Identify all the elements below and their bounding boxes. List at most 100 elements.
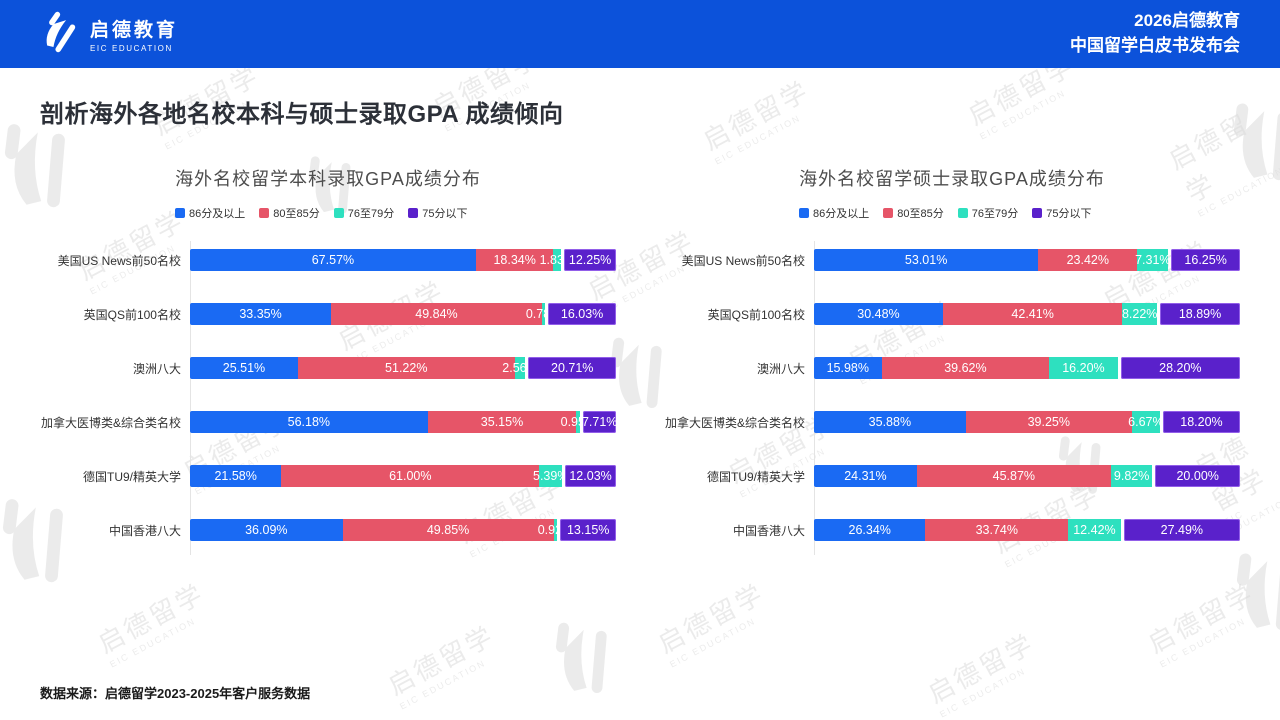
bar-segment: 18.34% — [475, 249, 554, 271]
bar-segment: 16.20% — [1049, 357, 1118, 379]
header-bar: 启德教育 EIC EDUCATION 2026启德教育 中国留学白皮书发布会 — [0, 0, 1280, 68]
event-title: 2026启德教育 中国留学白皮书发布会 — [1070, 9, 1240, 58]
bar-segment: 7.31% — [1135, 249, 1171, 271]
segment-value-label: 35.15% — [480, 415, 524, 429]
brand: 启德教育 EIC EDUCATION — [40, 10, 178, 59]
segment-value-label: 39.25% — [1027, 415, 1070, 429]
bar-segment: 61.00% — [281, 465, 540, 487]
chart-row: 澳洲八大 15.98% 39.62% 16.20% 28.20% — [664, 357, 1240, 379]
watermark-logo-icon — [530, 602, 635, 711]
segment-value-label: 33.74% — [975, 523, 1018, 537]
segment-value-label: 61.00% — [389, 469, 432, 483]
segment-value-label: 53.01% — [904, 253, 948, 267]
bar-segment: 1.83% — [540, 249, 575, 271]
bar-segment: 16.25% — [1171, 249, 1240, 271]
bar-segment: 28.20% — [1120, 357, 1240, 379]
category-label: 德国TU9/精英大学 — [82, 469, 181, 484]
bar-segment: 13.15% — [560, 519, 616, 541]
bar-segment: 53.01% — [814, 249, 1039, 271]
bar-segment: 33.74% — [925, 519, 1069, 541]
bar-plot: 36.09% 49.85% 0.92% 13.15% — [190, 519, 616, 541]
chart-row: 中国香港八大 26.34% 33.74% 12.42% 27.49% — [664, 519, 1241, 541]
segment-value-label: 49.85% — [426, 523, 470, 537]
legend-label: 86分及以上 — [189, 208, 246, 220]
bar-segment: 0.78% — [526, 303, 561, 325]
bar-plot: 56.18% 35.15% 0.95% 7.71% — [190, 411, 617, 433]
chart-master: 海外名校留学硕士录取GPA成绩分布 86分及以上 80至85分 76至79分 75分以… — [664, 165, 1241, 555]
bar-segment: 0.95% — [561, 411, 596, 433]
bar-segment: 21.58% — [190, 465, 282, 487]
bar-plot: 67.57% 18.34% 1.83% 12.25% — [190, 249, 617, 271]
segment-value-label: 56.18% — [287, 415, 331, 429]
segment-value-label: 16.03% — [560, 307, 604, 321]
legend-item: 80至85分 — [259, 205, 320, 221]
segment-value-label: 30.48% — [857, 307, 900, 321]
legend-label: 76至79分 — [971, 208, 1019, 220]
bar-segment: 8.22% — [1122, 303, 1157, 325]
bar-segment: 12.42% — [1068, 519, 1121, 541]
segment-value-label: 39.62% — [944, 361, 987, 375]
bar-plot: 35.88% 39.25% 6.67% 18.20% — [814, 411, 1240, 433]
category-label: 中国香港八大 — [732, 523, 805, 538]
chart-rows: 美国US News前50名校 53.01% 23.42% 7.31% 16.25% 英国Q… — [664, 241, 1241, 555]
category-label: 美国US News前50名校 — [57, 253, 181, 268]
bar-plot: 33.35% 49.84% 0.78% 16.03% — [190, 303, 617, 325]
bar-segment: 24.31% — [814, 465, 917, 487]
bar-segment: 36.09% — [190, 519, 343, 541]
bar-segment: 18.89% — [1160, 303, 1240, 325]
segment-value-label: 23.42% — [1066, 253, 1109, 267]
legend-swatch-icon — [175, 208, 185, 218]
chart-row: 德国TU9/精英大学 21.58% 61.00% 5.39% 12.03% — [40, 465, 616, 487]
bar-segment: 45.87% — [916, 465, 1111, 487]
legend-item: 86分及以上 — [175, 205, 245, 221]
legend-item: 75分以下 — [408, 205, 467, 221]
legend-swatch-icon — [333, 208, 344, 218]
category-label: 澳洲八大 — [132, 361, 181, 376]
bar-segment: 2.56% — [502, 357, 538, 379]
bar-plot: 53.01% 23.42% 7.31% 16.25% — [814, 249, 1240, 271]
bar-plot: 25.51% 51.22% 2.56% 20.71% — [190, 357, 617, 379]
legend-item: 86分及以上 — [799, 205, 869, 221]
bar-segment: 42.41% — [942, 303, 1123, 325]
category-label: 德国TU9/精英大学 — [706, 469, 805, 484]
segment-value-label: 24.31% — [844, 469, 887, 483]
bar-segment: 7.71% — [582, 411, 617, 433]
bar-segment: 67.57% — [190, 249, 476, 271]
legend-item: 76至79分 — [333, 205, 394, 221]
event-title-line2: 中国留学白皮书发布会 — [1070, 36, 1240, 55]
legend-swatch-icon — [883, 208, 894, 218]
bar-segment: 26.34% — [814, 519, 926, 541]
segment-value-label: 12.42% — [1073, 523, 1116, 537]
legend-swatch-icon — [259, 208, 270, 218]
bar-segment: 15.98% — [814, 357, 882, 379]
chart-row: 加拿大医博类&综合类名校 56.18% 35.15% 0.95% 7.71% — [40, 411, 617, 433]
chart-undergraduate: 海外名校留学本科录取GPA成绩分布 86分及以上 80至85分 76至79分 75分以… — [40, 165, 617, 555]
segment-value-label: 5.39% — [532, 469, 569, 483]
bar-segment: 27.49% — [1123, 519, 1241, 541]
bar-segment: 35.88% — [814, 411, 966, 433]
legend-swatch-icon — [1032, 208, 1043, 218]
chart-row: 德国TU9/精英大学 24.31% 45.87% 9.82% 20.00% — [664, 465, 1240, 487]
segment-value-label: 21.58% — [214, 469, 257, 483]
segment-value-label: 36.09% — [245, 523, 288, 537]
bar-segment: 6.67% — [1128, 411, 1164, 433]
bar-segment: 5.39% — [533, 465, 568, 487]
segment-value-label: 8.22% — [1121, 307, 1158, 321]
legend-item: 75分以下 — [1032, 205, 1091, 221]
data-source-note: 数据来源：启德留学2023-2025年客户服务数据 — [40, 686, 311, 701]
charts-area: 海外名校留学本科录取GPA成绩分布 86分及以上 80至85分 76至79分 75分以… — [0, 165, 1280, 555]
chart-row: 中国香港八大 36.09% 49.85% 0.92% 13.15% — [40, 519, 616, 541]
bar-segment: 25.51% — [190, 357, 298, 379]
segment-value-label: 12.03% — [569, 469, 612, 483]
bar-segment: 49.84% — [331, 303, 542, 325]
segment-value-label: 67.57% — [311, 253, 355, 267]
segment-value-label: 18.89% — [1178, 307, 1222, 321]
chart-rows: 美国US News前50名校 67.57% 18.34% 1.83% 12.25% 英国Q… — [40, 241, 617, 555]
legend-label: 80至85分 — [273, 208, 320, 220]
segment-value-label: 18.20% — [1180, 415, 1223, 429]
segment-value-label: 7.31% — [1135, 253, 1171, 267]
segment-value-label: 9.82% — [1113, 469, 1150, 483]
category-label: 加拿大医博类&综合类名校 — [664, 415, 805, 430]
